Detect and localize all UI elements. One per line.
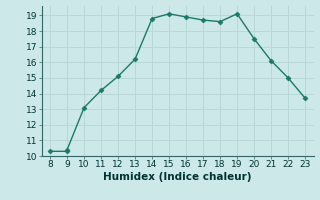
X-axis label: Humidex (Indice chaleur): Humidex (Indice chaleur) [103,172,252,182]
